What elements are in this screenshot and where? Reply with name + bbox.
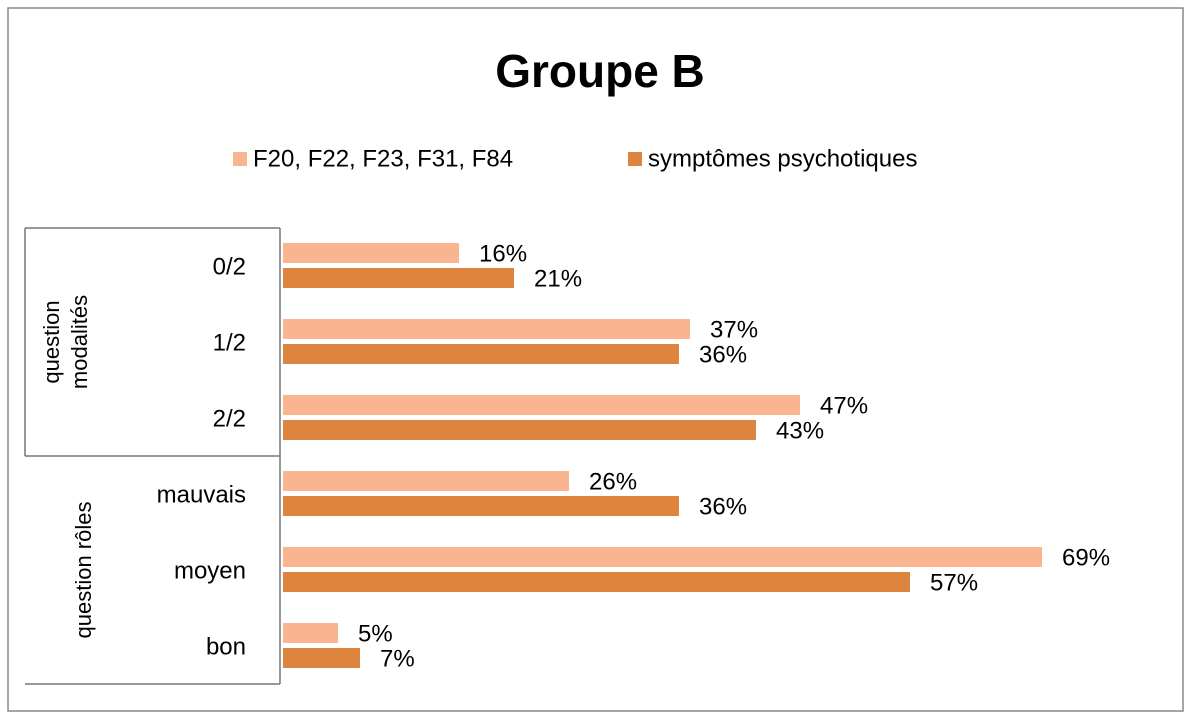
bar [283,243,459,263]
bar [283,496,679,516]
bar [283,268,514,288]
data-label: 5% [358,620,393,647]
bar [283,648,360,668]
data-label: 43% [776,417,824,444]
category-label: moyen [174,557,246,584]
data-label: 36% [699,493,747,520]
legend-swatch [233,152,247,166]
data-label: 57% [930,569,978,596]
chart-title: Groupe B [495,45,705,97]
group-label: question rôles [71,501,96,639]
group-label: question modalités [39,294,92,390]
bar [283,344,679,364]
data-label: 21% [534,265,582,292]
category-label: 1/2 [213,329,246,356]
data-label: 26% [589,468,637,495]
legend-label: F20, F22, F23, F31, F84 [253,145,513,172]
category-label: 2/2 [213,405,246,432]
bar [283,319,690,339]
bar [283,420,756,440]
category-label: 0/2 [213,253,246,280]
data-label: 36% [699,341,747,368]
data-label: 7% [380,645,415,672]
data-label: 16% [479,240,527,267]
bar [283,623,338,643]
category-label: mauvais [157,481,246,508]
data-label: 69% [1062,544,1110,571]
bar [283,395,800,415]
data-label: 47% [820,392,868,419]
bar [283,547,1042,567]
bar [283,572,910,592]
category-label: bon [206,633,246,660]
bar [283,471,569,491]
legend-swatch [628,152,642,166]
legend-label: symptômes psychotiques [648,145,917,172]
data-label: 37% [710,316,758,343]
